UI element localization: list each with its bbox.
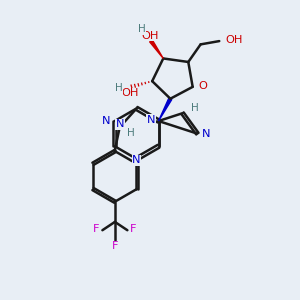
- Text: N: N: [146, 115, 155, 124]
- Text: N: N: [202, 129, 210, 139]
- Text: F: F: [112, 241, 118, 251]
- Text: H: H: [115, 83, 123, 93]
- Text: O: O: [199, 81, 208, 91]
- Text: H: H: [127, 128, 135, 138]
- Text: OH: OH: [142, 31, 159, 40]
- Text: F: F: [93, 224, 99, 234]
- Text: N: N: [116, 119, 124, 129]
- Polygon shape: [158, 98, 172, 121]
- Text: H: H: [191, 103, 199, 113]
- Text: N: N: [102, 116, 111, 126]
- Text: OH: OH: [121, 88, 139, 98]
- Text: OH: OH: [226, 35, 243, 46]
- Text: F: F: [130, 224, 137, 234]
- Text: H: H: [138, 24, 146, 34]
- Text: N: N: [132, 155, 141, 165]
- Polygon shape: [150, 40, 163, 59]
